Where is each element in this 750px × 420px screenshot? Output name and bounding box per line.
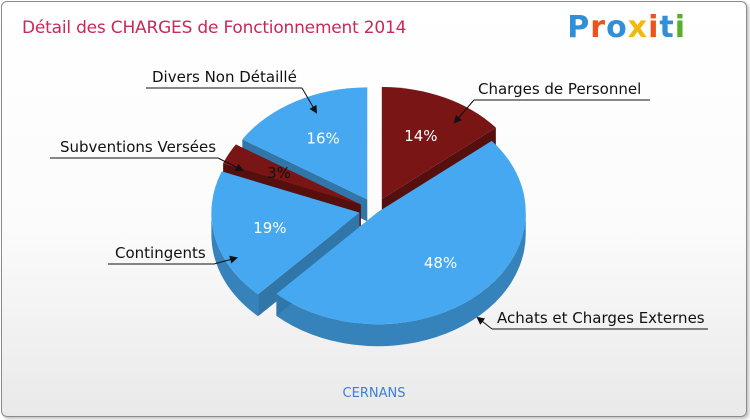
callout-leader-arrow xyxy=(476,316,493,330)
callout-leader-arrow xyxy=(213,255,238,265)
slice-percent-label: 48% xyxy=(424,254,457,272)
logo-letter: i xyxy=(674,10,686,45)
logo-letter: r xyxy=(590,10,607,45)
pie-slice xyxy=(381,86,496,199)
pie-slice xyxy=(276,140,526,325)
pie-slice xyxy=(242,87,368,200)
commune-label: CERNANS xyxy=(342,386,406,401)
proxiti-logo: Proxiti xyxy=(567,10,686,45)
slice-callout-label: Contingents xyxy=(115,244,206,262)
slice-percent-label: 14% xyxy=(404,127,437,145)
callout-leader-arrow xyxy=(301,87,318,114)
chart-title: Détail des CHARGES de Fonctionnement 201… xyxy=(22,18,407,38)
slice-percent-label: 3% xyxy=(267,164,291,182)
callout-leader-arrow xyxy=(453,99,475,124)
slice-callout-label: Divers Non Détaillé xyxy=(152,68,297,86)
pie-slice-side xyxy=(211,212,259,317)
callout-leader-arrow xyxy=(217,157,244,171)
slice-callout-label: Achats et Charges Externes xyxy=(497,309,705,327)
pie-slice-side xyxy=(276,212,526,347)
logo-letter: o xyxy=(606,10,628,45)
logo-letter: x xyxy=(627,10,649,45)
pie-slice xyxy=(223,144,361,205)
slice-callout-label: Subventions Versées xyxy=(60,138,216,156)
slice-percent-label: 19% xyxy=(253,219,286,237)
logo-letter: t xyxy=(659,10,675,45)
logo-letter: i xyxy=(648,10,660,45)
slice-callout-label: Charges de Personnel xyxy=(478,80,641,98)
logo-letter: P xyxy=(567,10,591,45)
slice-percent-label: 16% xyxy=(306,129,339,147)
pie-slice xyxy=(211,171,360,295)
